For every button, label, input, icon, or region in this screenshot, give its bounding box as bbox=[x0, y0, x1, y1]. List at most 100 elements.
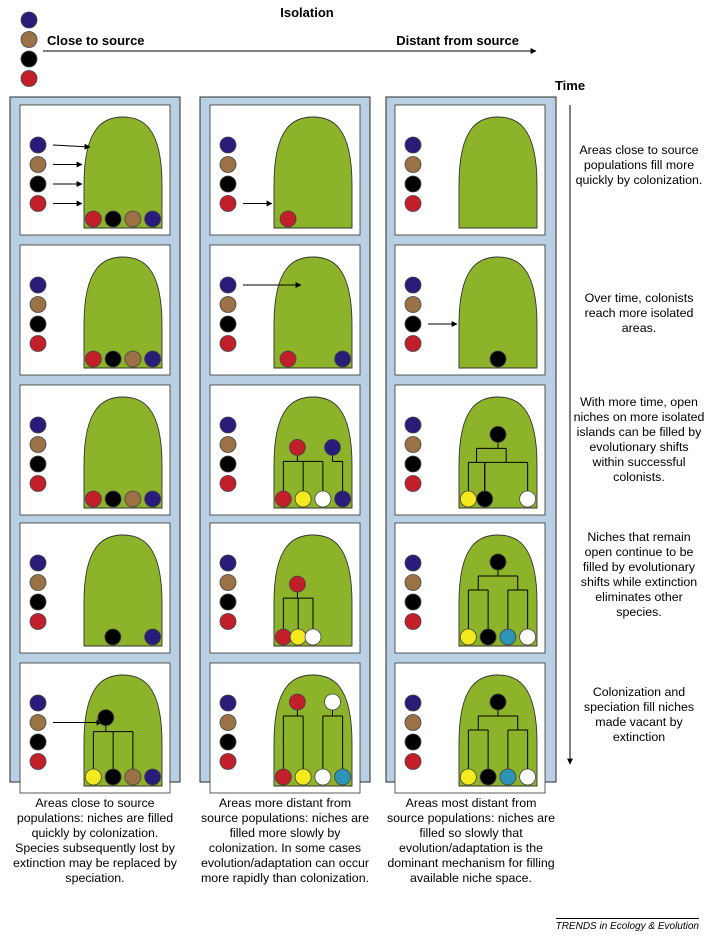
species-red-dot bbox=[279, 210, 297, 228]
source-red-dot bbox=[29, 613, 47, 630]
panel-r5-c1 bbox=[19, 662, 171, 794]
source-brown-dot bbox=[404, 156, 422, 173]
species-teal-dot bbox=[499, 768, 517, 786]
species-red-dot bbox=[279, 350, 297, 368]
source-black-dot bbox=[404, 455, 422, 473]
source-brown-dot bbox=[404, 714, 422, 731]
ancestor-black-dot bbox=[489, 553, 507, 571]
source-brown-dot bbox=[219, 714, 237, 731]
source-blue-dot bbox=[219, 276, 237, 294]
panel-r2-c2 bbox=[209, 244, 361, 376]
species-red-dot bbox=[274, 490, 292, 508]
legend-blue-dot bbox=[20, 11, 38, 29]
panel-r4-c1 bbox=[19, 522, 171, 654]
island-shape bbox=[458, 396, 538, 509]
source-black-dot bbox=[404, 733, 422, 751]
panel-r3-c3 bbox=[394, 384, 546, 516]
species-teal-dot bbox=[334, 768, 352, 786]
source-blue-dot bbox=[404, 554, 422, 572]
species-black-dot bbox=[476, 490, 494, 508]
ancestor-white-dot bbox=[324, 693, 341, 711]
source-blue-dot bbox=[404, 276, 422, 294]
source-black-dot bbox=[404, 315, 422, 333]
panel-r3-c1 bbox=[19, 384, 171, 516]
isolation-label: Isolation bbox=[280, 5, 334, 20]
source-black-dot bbox=[219, 733, 237, 751]
species-white-dot bbox=[314, 768, 332, 786]
species-blue-dot bbox=[144, 210, 162, 228]
source-red-dot bbox=[29, 475, 47, 492]
source-red-dot bbox=[219, 195, 237, 212]
caption-intermediate: Areas more distant from source populatio… bbox=[200, 796, 370, 885]
panel-r1-c1 bbox=[19, 104, 171, 236]
source-blue-dot bbox=[404, 416, 422, 434]
source-red-dot bbox=[29, 195, 47, 212]
species-red-dot bbox=[84, 350, 102, 368]
source-blue-dot bbox=[29, 416, 47, 434]
panels bbox=[19, 104, 546, 794]
source-red-dot bbox=[404, 195, 422, 212]
species-yellow-dot bbox=[289, 628, 307, 646]
step-text-1: Areas close to source populations fill m… bbox=[575, 143, 703, 187]
species-black-dot bbox=[104, 768, 122, 786]
step-text-3: With more time, open niches on more isol… bbox=[573, 395, 705, 484]
source-brown-dot bbox=[219, 436, 237, 453]
source-black-dot bbox=[29, 455, 47, 473]
species-brown-dot bbox=[124, 490, 142, 508]
ancestor-red-dot bbox=[288, 438, 306, 456]
panel-r4-c3 bbox=[394, 522, 546, 654]
source-brown-dot bbox=[29, 156, 47, 173]
header-source-legend bbox=[20, 11, 38, 87]
species-white-dot bbox=[314, 490, 332, 508]
species-yellow-dot bbox=[294, 490, 312, 508]
species-red-dot bbox=[274, 628, 292, 646]
source-blue-dot bbox=[29, 276, 47, 294]
source-black-dot bbox=[404, 175, 422, 193]
species-black-dot bbox=[104, 490, 122, 508]
island-shape bbox=[458, 256, 538, 369]
panel-r5-c2 bbox=[209, 662, 361, 794]
source-brown-dot bbox=[404, 436, 422, 453]
species-blue-dot bbox=[334, 350, 352, 368]
species-brown-dot bbox=[124, 768, 142, 786]
source-blue-dot bbox=[29, 554, 47, 572]
species-black-dot bbox=[104, 350, 122, 368]
source-black-dot bbox=[29, 733, 47, 751]
source-red-dot bbox=[219, 335, 237, 352]
time-label: Time bbox=[555, 78, 585, 93]
ancestor-red-dot bbox=[288, 575, 306, 593]
distant-from-source-label: Distant from source bbox=[396, 33, 519, 48]
source-red-dot bbox=[404, 475, 422, 492]
species-yellow-dot bbox=[459, 628, 477, 646]
caption-distant: Areas most distant from source populatio… bbox=[386, 796, 556, 885]
island-shape bbox=[458, 534, 538, 647]
source-blue-dot bbox=[29, 136, 47, 154]
island-shape bbox=[458, 116, 538, 229]
species-yellow-dot bbox=[84, 768, 102, 786]
ancestor-black-dot bbox=[97, 709, 115, 726]
island-shape bbox=[458, 674, 538, 787]
step-text-2: Over time, colonists reach more isolated… bbox=[584, 291, 694, 335]
source-brown-dot bbox=[29, 574, 47, 591]
source-red-dot bbox=[219, 475, 237, 492]
island-shape bbox=[83, 534, 163, 647]
panel-r2-c1 bbox=[19, 244, 171, 376]
species-white-dot bbox=[519, 490, 537, 508]
panel-r3-c2 bbox=[209, 384, 361, 516]
species-black-dot bbox=[489, 350, 507, 368]
species-blue-dot bbox=[334, 490, 352, 508]
source-black-dot bbox=[404, 593, 422, 611]
island-shape bbox=[83, 674, 163, 787]
journal-credit: TRENDS in Ecology & Evolution bbox=[555, 918, 699, 932]
source-black-dot bbox=[219, 455, 237, 473]
source-blue-dot bbox=[404, 136, 422, 154]
source-blue-dot bbox=[29, 694, 47, 712]
panel-r5-c3 bbox=[394, 662, 546, 794]
species-white-dot bbox=[519, 628, 537, 646]
island-shape bbox=[273, 116, 353, 229]
source-brown-dot bbox=[29, 436, 47, 453]
species-blue-dot bbox=[144, 350, 162, 368]
species-yellow-dot bbox=[294, 768, 312, 786]
panel-r1-c2 bbox=[209, 104, 361, 236]
